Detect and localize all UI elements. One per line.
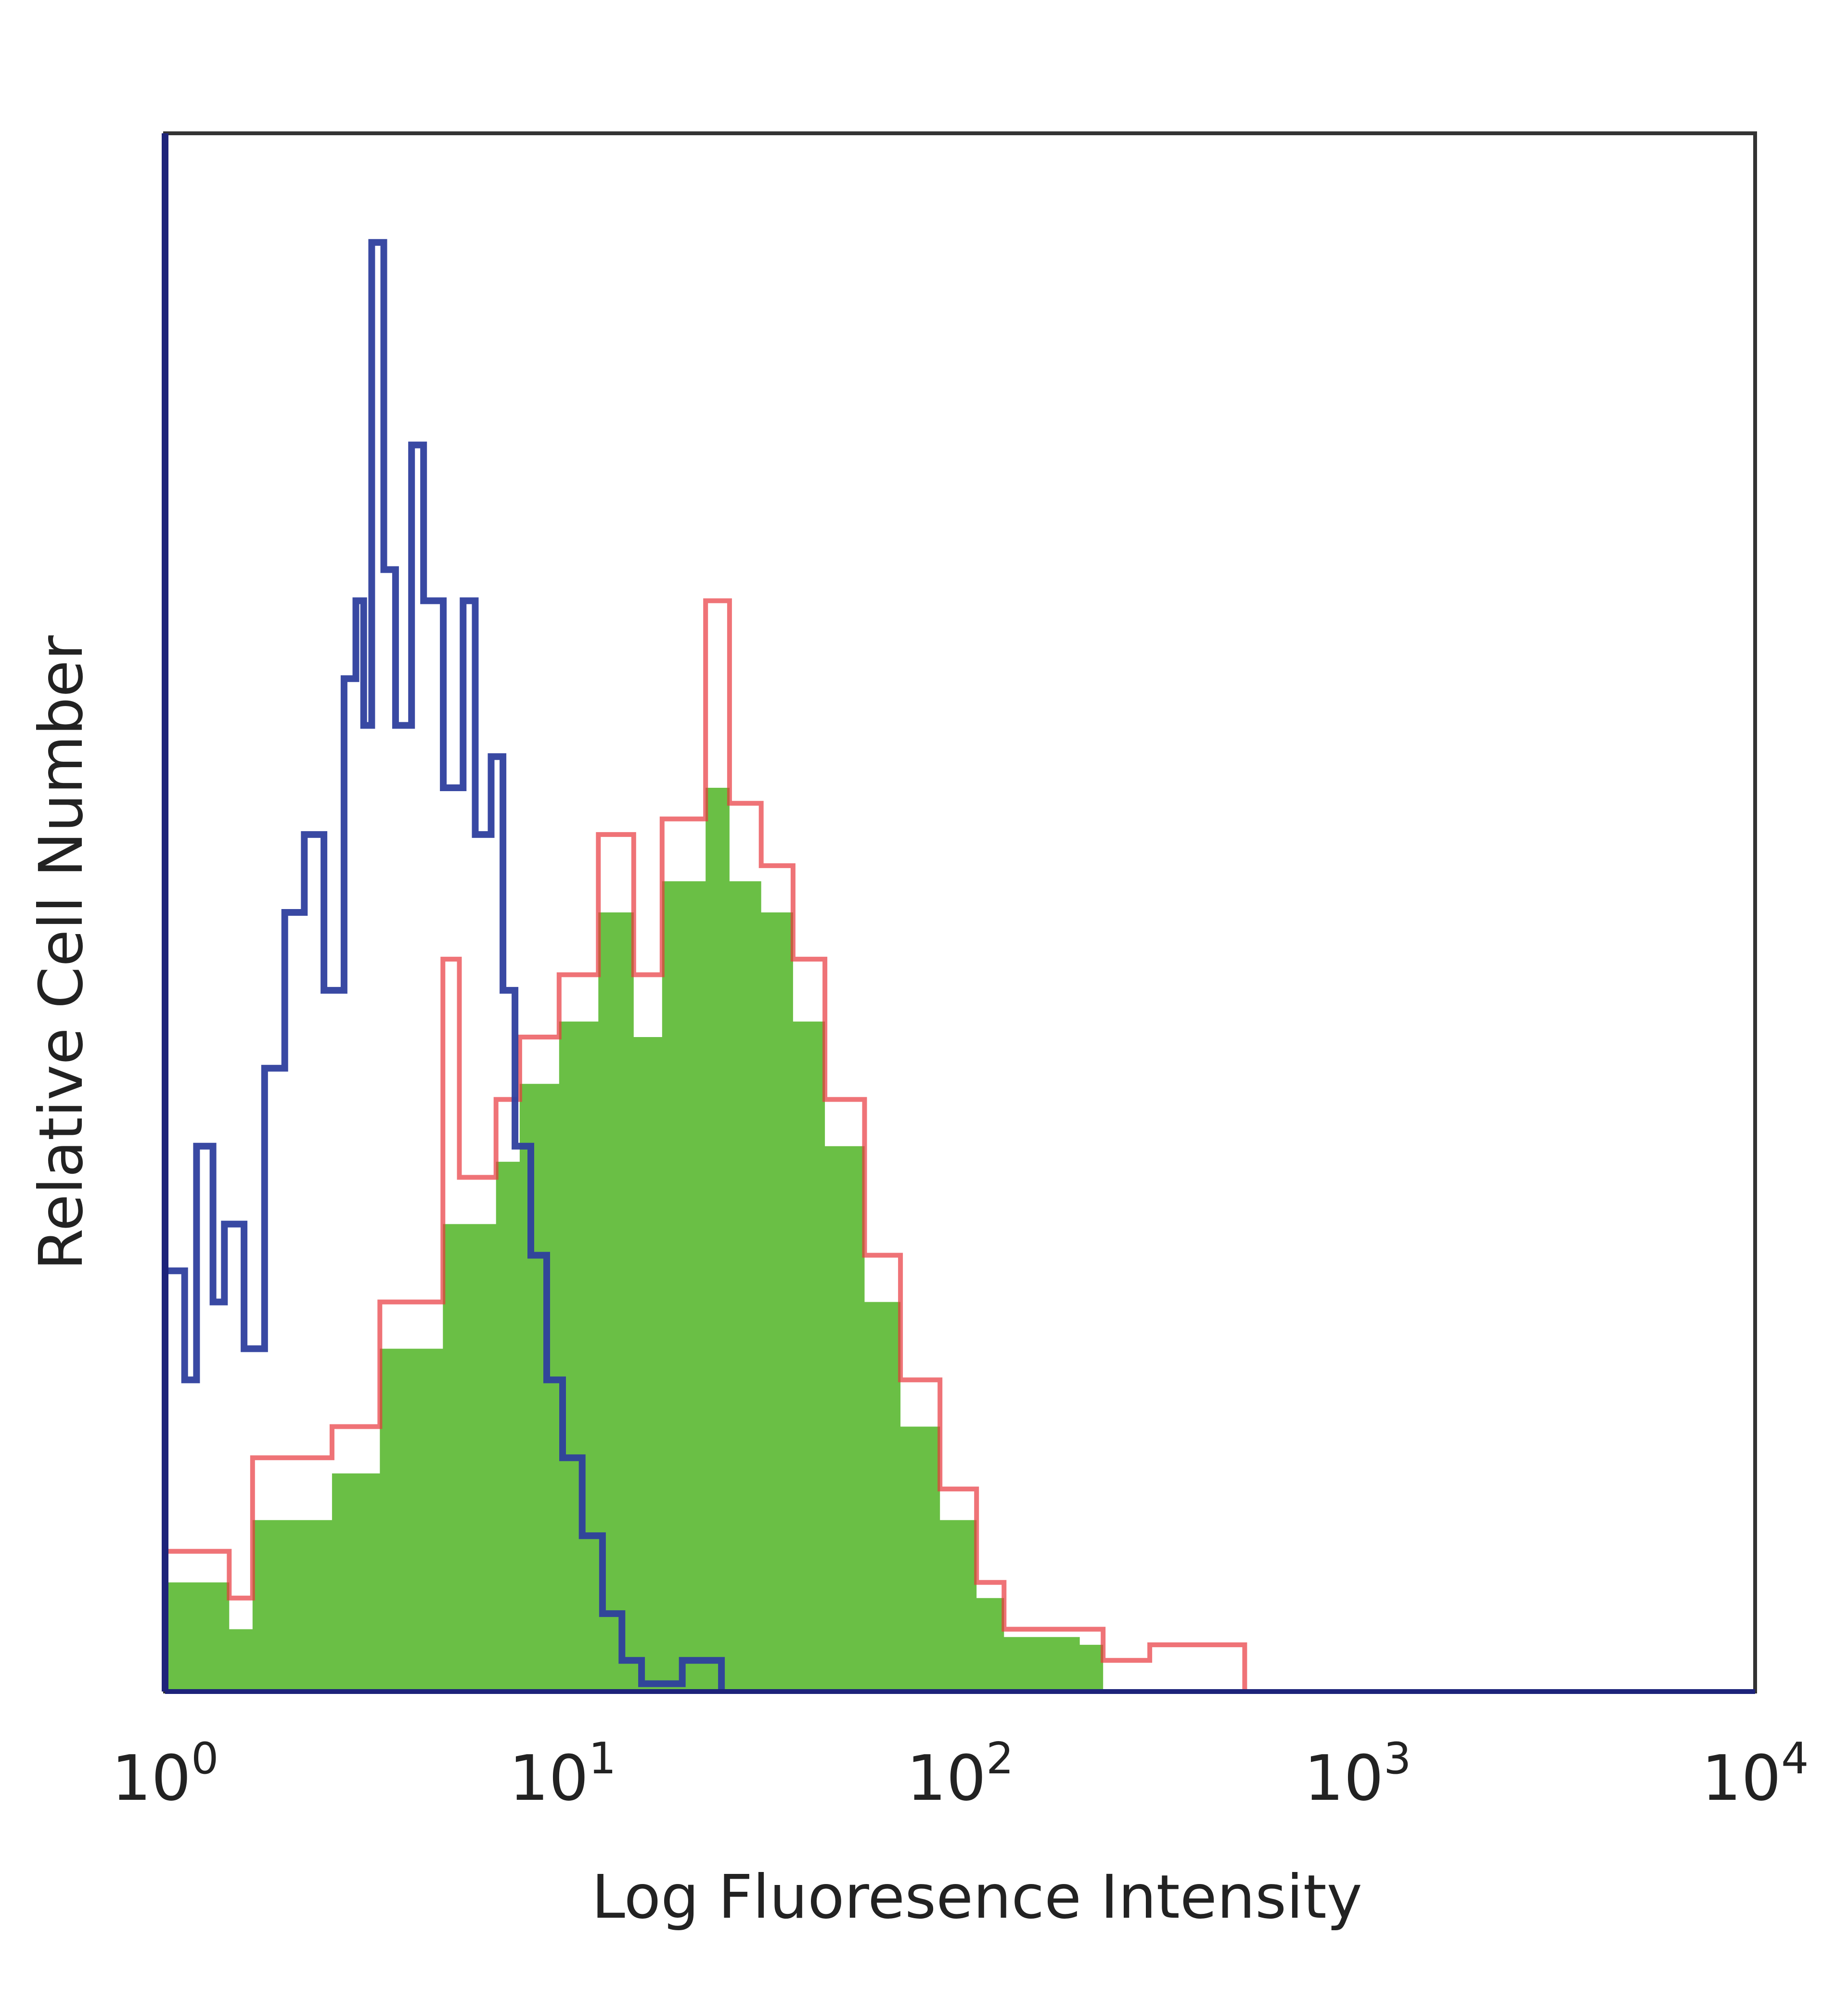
x-axis-title: Log Fluoresence Intensity bbox=[591, 1862, 1362, 1932]
y-axis-title: Relative Cell Number bbox=[26, 635, 96, 1270]
series-2-histogram-line bbox=[162, 239, 725, 1692]
series-0-filled-histogram bbox=[165, 788, 1104, 1692]
series-1-histogram-line bbox=[163, 598, 1247, 1692]
x-tick-label: 101 bbox=[509, 1733, 616, 1815]
x-tick-label: 102 bbox=[907, 1733, 1014, 1815]
x-tick-label: 104 bbox=[1702, 1733, 1809, 1815]
x-tick-label: 103 bbox=[1304, 1733, 1412, 1815]
x-tick-label: 100 bbox=[112, 1733, 219, 1815]
histogram-marks bbox=[162, 239, 1247, 1692]
